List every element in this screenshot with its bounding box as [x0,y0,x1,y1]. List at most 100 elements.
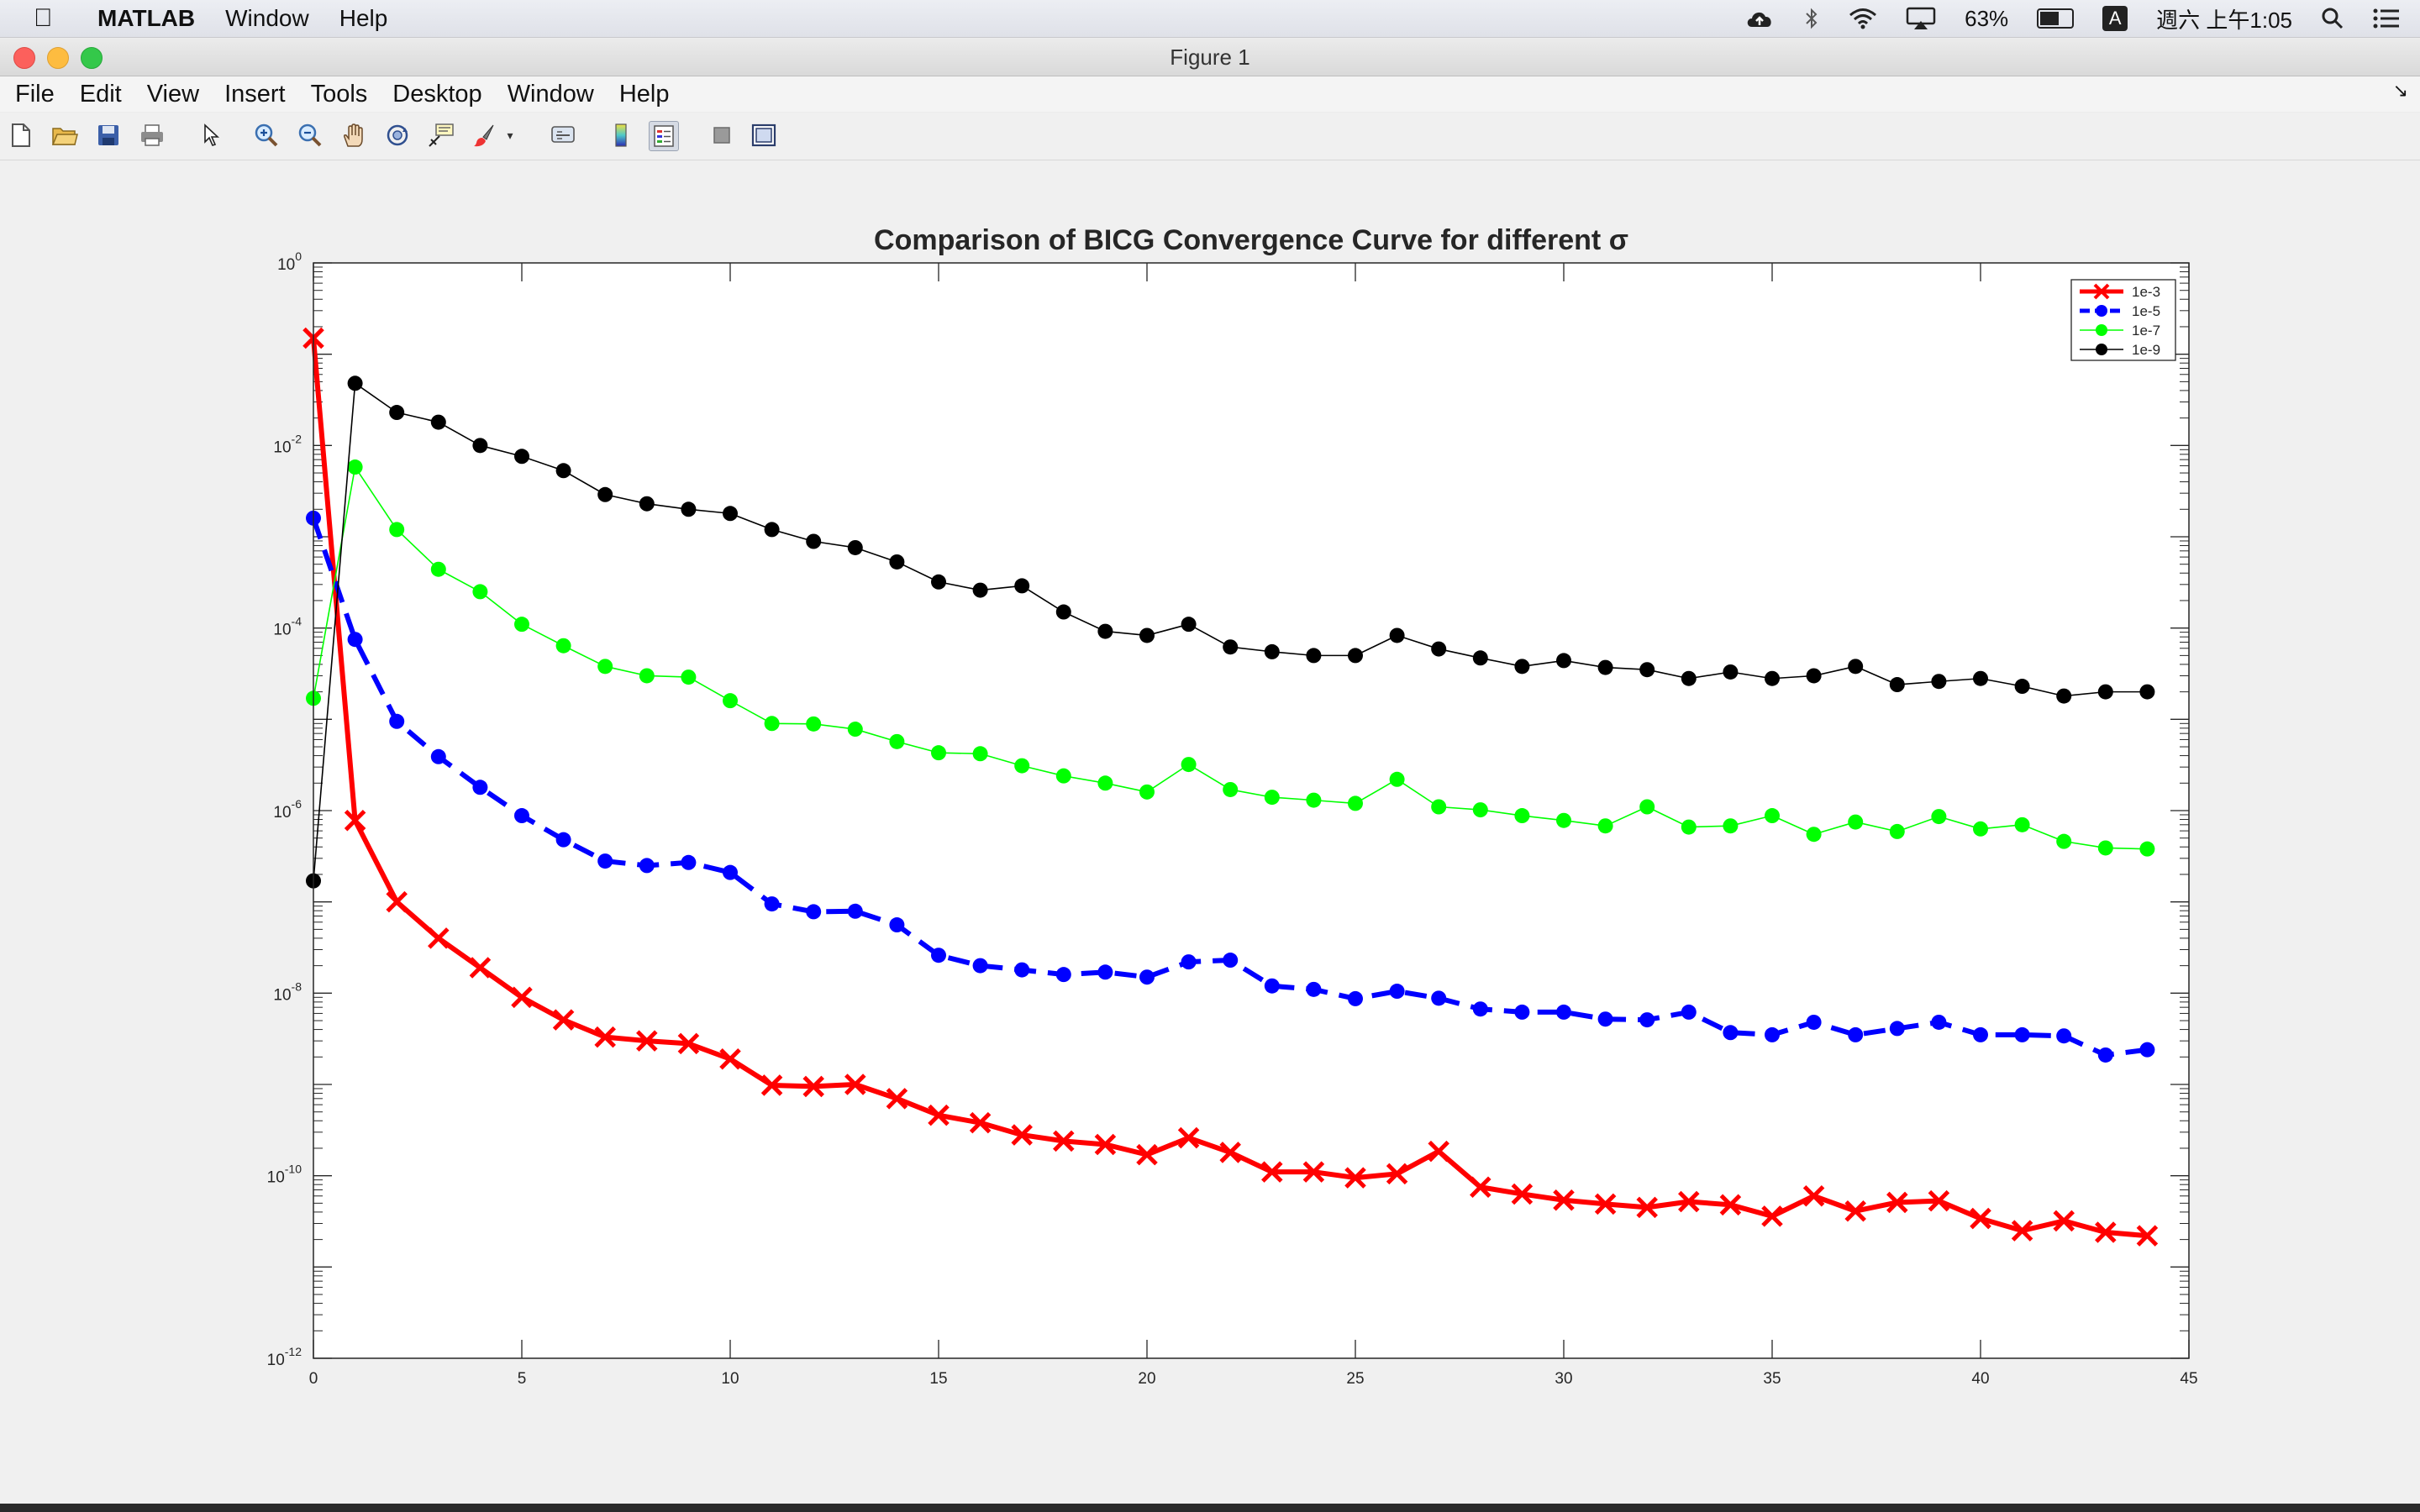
data-point [2095,1221,2117,1243]
figure-menu-window[interactable]: Window [507,80,594,108]
hide-plot-tools-icon[interactable] [708,121,736,150]
data-point [802,1075,824,1098]
brush-icon[interactable] [471,121,499,150]
cloud-upload-icon[interactable] [1744,7,1775,30]
y-tick-label: 10-6 [273,797,302,822]
wifi-icon[interactable] [1849,8,1877,29]
data-point [389,522,405,538]
data-point [597,853,613,869]
legend-item: 1e-7 [2080,323,2160,339]
bluetooth-icon[interactable] [1803,7,1820,30]
data-point [1014,758,1030,774]
data-point [1097,964,1113,980]
data-point [1678,1190,1700,1213]
data-point [1181,617,1197,633]
link-plot-icon[interactable] [550,121,578,150]
figure-menu-desktop[interactable]: Desktop [392,80,482,108]
battery-icon[interactable] [2037,8,2075,29]
data-point [1389,984,1405,1000]
figure-menu-help[interactable]: Help [618,80,670,108]
close-window-button[interactable] [13,47,35,69]
data-point [723,693,738,709]
data-point [1765,1026,1780,1042]
data-point [555,463,571,479]
dock-figure-arrow-icon[interactable]: ↘ [2392,80,2408,101]
data-point [1973,670,1988,686]
data-point [514,808,529,824]
spotlight-search-icon[interactable] [2321,7,2344,30]
data-point [844,1074,866,1095]
data-point [1723,818,1739,834]
data-point [1931,809,1947,825]
data-point [1973,821,1988,837]
input-method-icon[interactable]: A [2102,6,2128,31]
data-point [931,745,946,761]
data-point [1386,1163,1408,1185]
data-point [1055,768,1071,784]
data-point [760,1074,783,1096]
figure-menu-insert[interactable]: Insert [224,80,286,108]
notification-center-icon[interactable] [2373,8,2400,29]
data-point [847,903,863,919]
window-title-bar: Figure 1 [0,39,2420,76]
x-tick-label: 10 [721,1370,739,1388]
edit-plot-arrow-icon[interactable] [197,121,225,150]
data-point [1514,808,1530,824]
figure-menu-tools[interactable]: Tools [310,80,368,108]
data-point [1594,1193,1617,1215]
new-figure-icon[interactable] [7,121,35,150]
data-point [1970,1207,1991,1230]
data-point [886,1088,908,1110]
zoom-out-icon[interactable] [296,121,324,150]
data-point [552,1009,575,1031]
plot-svg[interactable]: 0 5 10 15 20 25 30 35 40 45 10010-210-410-610-810… [0,160,2420,1504]
menu-app-name[interactable]: MATLAB [97,5,196,31]
data-point [1223,639,1239,655]
data-point [344,809,366,832]
data-point [1681,670,1697,686]
data-point [1806,827,1822,843]
airplay-icon[interactable] [1906,7,1936,30]
brush-dropdown-chevron-icon[interactable]: ▾ [507,128,513,142]
figure-menu-file[interactable]: File [15,80,55,108]
menu-help[interactable]: Help [339,5,388,31]
data-point [2139,1042,2155,1058]
minimize-window-button[interactable] [47,47,69,69]
legend-icon[interactable] [649,121,679,151]
status-area: 63% A 週六 上午1:05 [1744,0,2400,37]
axes-background[interactable] [313,263,2189,1358]
data-point [1889,1021,1905,1037]
chart-title: Comparison of BICG Convergence Curve for… [874,224,1628,256]
save-icon[interactable] [94,121,123,150]
data-point [1889,677,1905,693]
show-plot-tools-icon[interactable] [750,121,778,150]
data-point [2136,1225,2159,1247]
x-tick-labels: 0 5 10 15 20 25 30 35 40 45 [309,1370,2198,1388]
rotate-3d-icon[interactable] [383,121,412,150]
zoom-window-button[interactable] [81,47,103,69]
data-point [2053,1210,2075,1232]
menu-window[interactable]: Window [225,5,309,31]
data-point [1348,795,1363,811]
open-file-icon[interactable] [50,121,79,150]
legend[interactable]: 1e-3 1e-5 1e-7 1e-9 [2070,279,2176,361]
data-point [889,917,905,933]
figure-menu-view[interactable]: View [146,80,200,108]
data-point [1802,1185,1825,1207]
data-point [1514,1004,1530,1020]
data-point [1472,1001,1488,1017]
data-point [1472,802,1488,818]
data-point [681,854,697,870]
data-point [1514,659,1530,675]
zoom-in-icon[interactable] [252,121,281,150]
pan-hand-icon[interactable] [339,121,368,150]
data-point [1011,1124,1033,1146]
print-icon[interactable] [138,121,166,150]
figure-menu-edit[interactable]: Edit [79,80,122,108]
data-point [1014,578,1030,594]
data-cursor-icon[interactable] [427,121,455,150]
colorbar-icon[interactable] [607,121,635,150]
apple-logo-icon[interactable]:  [34,4,64,33]
data-point [1636,1196,1658,1219]
menu-clock[interactable]: 週六 上午1:05 [2156,7,2292,33]
